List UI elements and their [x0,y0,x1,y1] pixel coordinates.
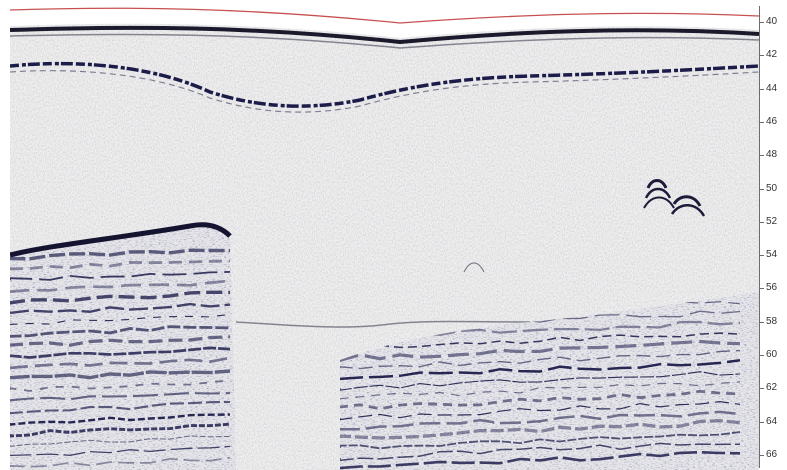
stratigraphic-layer [10,445,231,457]
seismic-section-graphic [10,0,759,470]
stratigraphic-layer [10,391,231,402]
depth-tick-label: 64 [766,416,778,427]
stratigraphic-layer [340,410,741,431]
depth-tick [759,322,764,323]
depth-tick-label: 66 [766,449,778,460]
depth-tick-label: 44 [766,83,778,94]
seafloor-multiple [10,33,759,49]
stratigraphic-layer [340,442,741,462]
depth-tick [759,355,764,356]
depth-tick [759,155,764,156]
depth-tick-label: 60 [766,349,778,360]
stratigraphic-layer [340,371,741,391]
depth-tick-label: 40 [766,16,778,27]
right-stratified-block [340,292,759,470]
depth-tick [759,222,764,223]
surface-line [10,7,759,24]
stratigraphic-layer [10,346,231,359]
upper-reflector-secondary [10,70,759,113]
upper-reflector [10,61,759,108]
seismic-profile-image [10,0,759,470]
depth-tick-label: 52 [766,216,778,227]
stratigraphic-layer [340,349,741,370]
depth-tick [759,189,764,190]
stratigraphic-layer [10,259,231,271]
stratigraphic-layer [10,456,231,468]
depth-tick-label: 48 [766,149,778,160]
depth-tick [759,22,764,23]
stratigraphic-layer [10,271,231,281]
mid-reflector [235,320,531,328]
diffraction-features [463,179,706,273]
depth-tick-label: 46 [766,116,778,127]
depth-axis: 40 42 44 46 48 50 52 54 56 58 60 62 64 66 [759,0,787,470]
stratigraphic-layer [340,358,741,381]
stratigraphic-layer [340,431,741,450]
depth-tick [759,55,764,56]
depth-tick-label: 50 [766,183,778,194]
seafloor-reflector [10,25,759,45]
stratigraphic-layer [10,379,231,392]
stratigraphic-layer [10,356,231,370]
stratigraphic-layer [10,302,231,315]
stratigraphic-layer [340,400,741,421]
stratigraphic-layer [340,381,741,400]
stratigraphic-layer [10,313,231,325]
depth-tick-label: 42 [766,49,778,60]
stratigraphic-layer [340,450,741,470]
depth-tick [759,388,764,389]
stratigraphic-layer [10,435,231,447]
stratigraphic-layer [10,400,231,415]
depth-tick [759,288,764,289]
depth-tick [759,422,764,423]
depth-tick-label: 54 [766,249,778,260]
stratigraphic-layer [10,325,231,338]
stratigraphic-layer [10,369,231,380]
left-block-top-reflector [10,222,232,258]
stratigraphic-layer [340,419,741,440]
left-stratified-block [10,224,236,470]
depth-tick [759,255,764,256]
depth-tick-label: 56 [766,282,778,293]
stratigraphic-layer [10,413,231,426]
depth-tick [759,122,764,123]
stratigraphic-layer [10,335,231,347]
stratigraphic-layer [10,290,231,305]
depth-tick-label: 62 [766,382,778,393]
depth-tick [759,455,764,456]
depth-tick [759,89,764,90]
depth-tick-label: 58 [766,316,778,327]
depth-axis-line [759,6,760,468]
stratigraphic-layer [340,389,741,411]
stratigraphic-layer [10,248,231,261]
stratigraphic-layer [10,279,231,294]
